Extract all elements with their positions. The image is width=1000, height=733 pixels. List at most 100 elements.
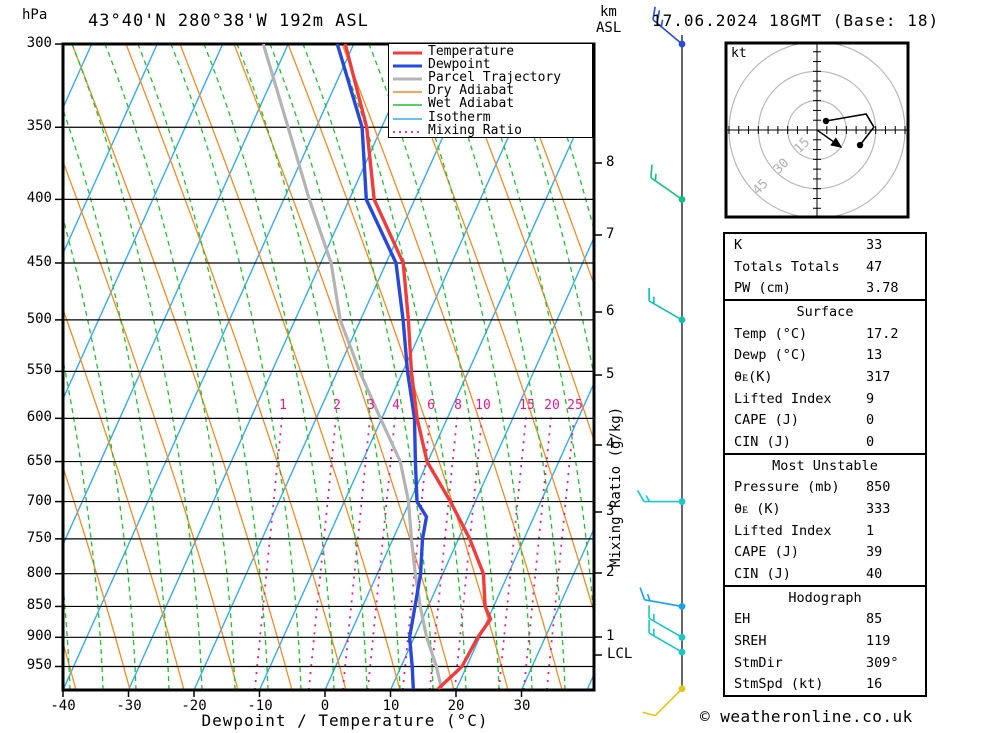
pressure-tick-label: 300 xyxy=(26,35,52,51)
row-label: CAPE (J) xyxy=(734,544,800,561)
wind-barb xyxy=(636,489,686,505)
x-axis-label: Dewpoint / Temperature (°C) xyxy=(201,711,489,730)
lcl-label: LCL xyxy=(607,646,633,662)
temp-tick-label: 10 xyxy=(382,698,400,714)
wet-adiabat-line xyxy=(401,44,533,690)
legend-item: Temperature xyxy=(393,45,592,58)
row-label: StmDir xyxy=(734,654,783,671)
wind-barb xyxy=(648,287,686,324)
data-table-title: Most Unstable xyxy=(772,457,878,474)
valid-datetime: 17.06.2024 18GMT (Base: 18) xyxy=(652,11,940,30)
row-value: 0 xyxy=(866,434,875,450)
legend-line-swatch xyxy=(393,68,422,87)
row-label: θᴇ(K) xyxy=(734,368,773,385)
km-tick-label: 6 xyxy=(606,303,615,319)
wind-barb xyxy=(652,6,686,48)
pressure-tick-label: 500 xyxy=(26,311,52,327)
legend-line-swatch xyxy=(393,94,422,113)
data-table-row: K 33 xyxy=(725,234,925,256)
data-table-row: SREH 119 xyxy=(725,630,925,652)
data-table-row: PW (cm) 3.78 xyxy=(725,277,925,299)
km-tick-label: 5 xyxy=(606,366,615,382)
wet-adiabat-line xyxy=(63,107,170,690)
mixing-ratio-line xyxy=(428,414,459,690)
legend-item: Dewpoint xyxy=(393,58,592,71)
row-value: 309° xyxy=(866,654,899,671)
wind-barb xyxy=(648,605,686,641)
dry-adiabat-line xyxy=(63,465,131,690)
isotherm-line xyxy=(63,44,289,547)
wet-adiabat-line xyxy=(566,44,594,121)
row-value: 9 xyxy=(866,390,875,407)
legend-line-swatch xyxy=(393,108,422,127)
isotherm-line xyxy=(258,44,551,690)
hodograph-unit-label: kt xyxy=(731,46,747,61)
row-value: 119 xyxy=(866,632,891,649)
data-table-row: CIN (J) 0 xyxy=(725,431,925,453)
row-label: SREH xyxy=(734,632,767,649)
data-table-title: Hodograph xyxy=(788,589,862,606)
mixing-ratio-value-label: 3 xyxy=(367,398,375,413)
legend-item: Wet Adiabat xyxy=(393,97,592,110)
row-label: Pressure (mb) xyxy=(734,479,840,496)
legend-line-swatch xyxy=(393,42,422,61)
isotherm-line xyxy=(324,90,594,690)
data-table-title: Surface xyxy=(796,304,854,321)
dry-adiabat-line xyxy=(233,44,455,690)
wet-adiabat-line xyxy=(63,356,104,690)
row-value: 85 xyxy=(866,611,883,628)
row-value: 1 xyxy=(866,522,875,539)
legend-item-label: Wet Adiabat xyxy=(428,96,515,112)
isotherm-line xyxy=(389,236,594,690)
km-tick-label: 1 xyxy=(606,628,615,644)
row-value: 0 xyxy=(866,412,875,429)
wind-barb xyxy=(642,685,686,717)
row-label: CAPE (J) xyxy=(734,412,800,429)
wind-barb xyxy=(639,587,686,610)
legend-line-swatch xyxy=(393,55,422,74)
data-table-row: Totals Totals 47 xyxy=(725,256,925,278)
data-table-row: Pressure (mb) 850 xyxy=(725,476,925,498)
wet-adiabat-line xyxy=(104,44,236,690)
pressure-tick-label: 600 xyxy=(26,409,52,425)
isotherm-line xyxy=(193,44,486,690)
wet-adiabat-line xyxy=(63,215,137,690)
mixing-ratio-value-label: 2 xyxy=(333,398,341,413)
dry-adiabat-line xyxy=(179,44,401,690)
row-label: K xyxy=(734,237,743,253)
pressure-tick-label: 950 xyxy=(26,657,52,673)
row-value: 333 xyxy=(866,500,891,517)
wet-adiabat-line xyxy=(236,44,368,690)
pressure-tick-label: 650 xyxy=(26,453,52,469)
data-table-row: StmSpd (kt) 16 xyxy=(725,673,925,695)
data-table-row: StmDir 309° xyxy=(725,652,925,674)
pressure-tick-label: 900 xyxy=(26,628,52,644)
temperature-curve xyxy=(343,44,493,690)
wet-adiabat-line xyxy=(137,44,269,690)
row-value: 850 xyxy=(866,479,891,496)
wet-adiabat-line xyxy=(533,44,594,233)
mixing-ratio-line xyxy=(522,414,553,690)
pressure-tick-label: 800 xyxy=(26,565,52,581)
dry-adiabat-line xyxy=(71,44,293,690)
row-value: 33 xyxy=(866,237,883,253)
wind-barb xyxy=(648,620,686,656)
mixing-ratio-value-label: 4 xyxy=(392,398,400,413)
data-table-row: θᴇ (K) 333 xyxy=(725,498,925,520)
km-tick-label: 3 xyxy=(606,503,615,519)
pressure-tick-label: 350 xyxy=(26,118,52,134)
dry-adiabat-line xyxy=(341,44,563,690)
dry-adiabat-line xyxy=(503,44,594,287)
legend-item: Mixing Ratio xyxy=(393,124,592,137)
mixing-ratio-value-label: 6 xyxy=(427,398,435,413)
data-table: Most Unstable Pressure (mb) 850 θᴇ (K) 333 Li… xyxy=(723,452,927,587)
row-label: Temp (°C) xyxy=(734,325,808,342)
data-table: Hodograph EH 85 SREH 119 StmDir 309° StmSpd (kt… xyxy=(723,584,927,697)
data-table-row: Lifted Index 9 xyxy=(725,388,925,410)
wet-adiabat-line xyxy=(302,44,434,690)
wind-barb-column xyxy=(636,6,686,717)
legend-line-swatch xyxy=(393,121,422,140)
row-value: 16 xyxy=(866,676,883,693)
pressure-tick-label: 700 xyxy=(26,493,52,509)
